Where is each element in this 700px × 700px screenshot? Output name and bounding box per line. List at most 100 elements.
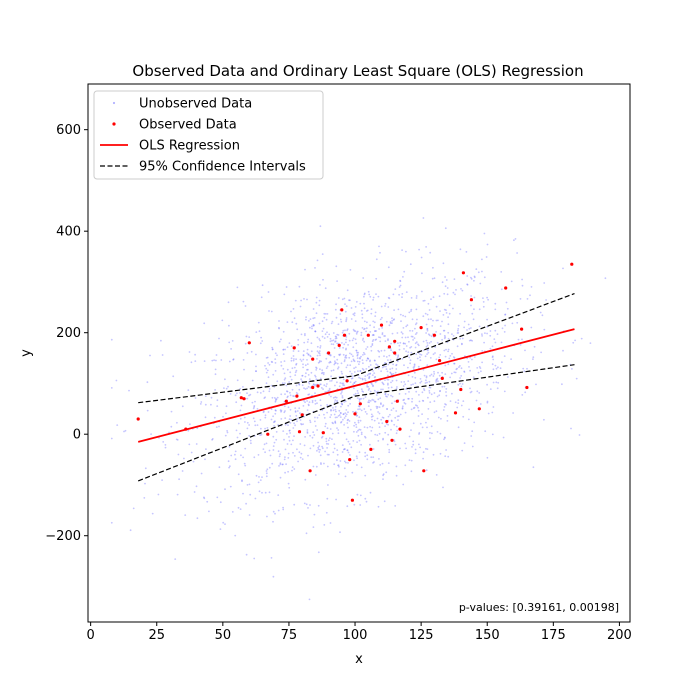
unobserved-point <box>329 380 331 382</box>
unobserved-point <box>526 298 529 300</box>
unobserved-point <box>327 439 330 442</box>
unobserved-point <box>318 304 321 307</box>
unobserved-point <box>203 360 206 362</box>
unobserved-point <box>364 411 367 413</box>
unobserved-point <box>543 282 546 284</box>
unobserved-point <box>268 466 271 469</box>
unobserved-point <box>274 420 276 422</box>
unobserved-point <box>435 378 438 381</box>
unobserved-point <box>353 387 355 390</box>
unobserved-point <box>364 379 367 382</box>
unobserved-point <box>329 337 332 340</box>
unobserved-point <box>433 373 436 375</box>
unobserved-point <box>340 405 342 408</box>
unobserved-point <box>395 379 398 382</box>
observed-point <box>327 351 331 355</box>
unobserved-point <box>390 419 393 422</box>
unobserved-point <box>393 318 395 321</box>
unobserved-point <box>372 370 374 372</box>
unobserved-point <box>374 400 377 403</box>
unobserved-point <box>393 342 396 345</box>
unobserved-point <box>290 418 293 421</box>
unobserved-point <box>312 383 315 386</box>
observed-point <box>390 438 394 442</box>
unobserved-point <box>293 358 295 360</box>
unobserved-point <box>303 298 305 300</box>
unobserved-point <box>306 431 309 433</box>
unobserved-point <box>350 318 353 320</box>
x-tick-label: 200 <box>607 628 632 643</box>
unobserved-point <box>475 268 478 270</box>
unobserved-point <box>303 444 306 447</box>
unobserved-point <box>401 336 404 339</box>
unobserved-point <box>260 296 263 299</box>
unobserved-point <box>489 330 492 332</box>
unobserved-point <box>414 448 417 451</box>
unobserved-point <box>315 312 318 315</box>
unobserved-point <box>387 296 390 299</box>
unobserved-point <box>523 370 526 373</box>
unobserved-point <box>391 395 394 398</box>
unobserved-point <box>284 377 287 380</box>
unobserved-point <box>489 347 492 350</box>
unobserved-point <box>265 472 268 475</box>
unobserved-point <box>364 375 367 377</box>
unobserved-point <box>254 497 257 500</box>
unobserved-point <box>349 352 351 355</box>
unobserved-point <box>164 446 167 449</box>
unobserved-point <box>372 320 375 323</box>
unobserved-point <box>409 263 412 266</box>
unobserved-point <box>479 367 482 369</box>
unobserved-point <box>359 398 361 400</box>
unobserved-point <box>324 313 327 315</box>
unobserved-point <box>246 427 249 430</box>
unobserved-point <box>442 329 445 332</box>
unobserved-point <box>362 351 365 354</box>
unobserved-point <box>448 312 451 315</box>
unobserved-point <box>446 287 449 289</box>
unobserved-point <box>401 407 404 410</box>
unobserved-point <box>312 317 315 320</box>
unobserved-point <box>347 426 349 429</box>
unobserved-point <box>248 514 251 516</box>
unobserved-point <box>420 354 423 356</box>
unobserved-point <box>204 395 207 397</box>
unobserved-point <box>276 396 279 399</box>
unobserved-point <box>404 393 407 395</box>
unobserved-point <box>358 363 360 366</box>
unobserved-point <box>422 457 424 460</box>
unobserved-point <box>356 353 359 356</box>
unobserved-point <box>380 305 383 308</box>
unobserved-point <box>374 376 377 378</box>
unobserved-point <box>275 438 278 441</box>
unobserved-point <box>263 443 266 446</box>
unobserved-point <box>422 400 425 402</box>
unobserved-point <box>249 439 252 442</box>
unobserved-point <box>345 354 348 357</box>
unobserved-point <box>278 327 280 330</box>
unobserved-point <box>279 476 282 479</box>
unobserved-point <box>258 476 260 478</box>
unobserved-point <box>334 405 337 408</box>
unobserved-point <box>340 362 343 365</box>
unobserved-point <box>410 297 413 299</box>
unobserved-point <box>306 341 309 343</box>
unobserved-point <box>339 531 341 534</box>
unobserved-point <box>407 374 410 377</box>
unobserved-point <box>331 432 334 435</box>
unobserved-point <box>383 355 385 357</box>
unobserved-point <box>478 325 481 328</box>
unobserved-point <box>455 289 457 291</box>
unobserved-point <box>513 239 515 242</box>
unobserved-point <box>390 349 392 352</box>
unobserved-point <box>320 387 323 389</box>
unobserved-point <box>427 351 430 354</box>
unobserved-point <box>345 320 347 323</box>
unobserved-point <box>387 338 389 340</box>
unobserved-point <box>205 448 207 450</box>
unobserved-point <box>319 399 322 402</box>
unobserved-point <box>362 362 364 365</box>
unobserved-point <box>367 401 370 404</box>
unobserved-point <box>345 317 348 319</box>
